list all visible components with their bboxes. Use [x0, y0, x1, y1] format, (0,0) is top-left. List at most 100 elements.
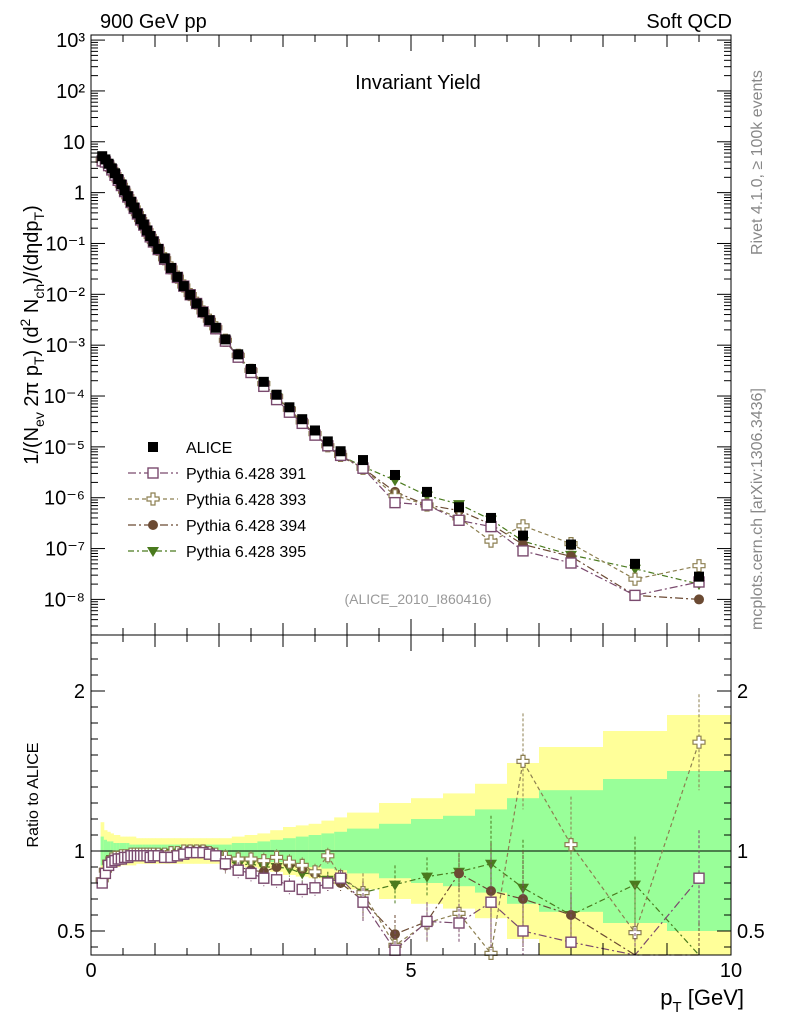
main-point-alice [126, 196, 136, 207]
main-point-alice [142, 225, 152, 236]
ratio-point-pythia-6-428-391 [693, 872, 705, 884]
main-y-tick-label: 10³ [56, 30, 85, 52]
main-y-tick-label: 10⁻¹ [46, 233, 86, 255]
main-point-alice [153, 243, 164, 254]
main-y-tick-label: 10⁻⁸ [44, 589, 85, 611]
main-point-pythia-6-428-391 [485, 520, 497, 533]
ratio-point-pythia-6-428-393 [692, 735, 706, 749]
main-point-pythia-6-428-391 [421, 499, 433, 511]
ratio-point-pythia-6-428-391 [296, 883, 308, 896]
main-point-alice [220, 334, 231, 345]
ratio-point-pythia-6-428-391 [565, 936, 577, 948]
x-tick-label: 5 [405, 960, 416, 982]
ratio-point-pythia-6-428-391 [334, 872, 347, 884]
main-point-alice [297, 414, 308, 425]
x-axis-label: pT [GeV] [660, 985, 744, 1016]
main-point-alice [129, 202, 140, 213]
ratio-y-tick-label: 1 [74, 841, 85, 863]
main-point-alice [135, 214, 146, 225]
ratio-point-pythia-6-428-391 [219, 858, 232, 870]
mcplots-label: mcplots.cern.ch [arXiv:1306.3436] [749, 388, 766, 630]
ratio-axes: 0.5 0.5 1 1 2 2 0 5 10 [57, 635, 765, 982]
x-tick-label: 0 [85, 960, 96, 982]
main-point-alice [454, 502, 464, 513]
ratio-point-pythia-6-428-391 [517, 925, 529, 937]
main-point-alice [322, 436, 333, 447]
main-point-pythia-6-428-394 [694, 594, 704, 605]
main-point-pythia-6-428-393 [484, 534, 498, 548]
ratio-point-pythia-6-428-393 [516, 754, 530, 768]
main-point-alice [210, 322, 221, 333]
main-point-alice [246, 363, 256, 374]
main-point-alice [198, 306, 208, 317]
main-axes: 10⁻⁸ 10⁻⁷ 10⁻⁶ 10⁻⁵ 10⁻⁴ 10⁻³ 10⁻² 10⁻¹ 1 10 10² 10… [44, 30, 732, 636]
main-point-alice [390, 469, 400, 480]
ratio-point-pythia-6-428-391 [245, 867, 257, 880]
main-y-axis-label: 1/(Nev 2π pT) (d2 Nch)/(dηdpT) [17, 205, 47, 465]
header-right: Soft QCD [646, 11, 732, 33]
main-point-alice [284, 402, 295, 413]
ratio-point-pythia-6-428-391 [96, 877, 108, 889]
ratio-point-pythia-6-428-393 [321, 849, 335, 863]
ratio-y-tick-label: 0.5 [57, 921, 85, 943]
ratio-y-tick-label-right: 1 [737, 841, 748, 863]
main-point-alice [148, 236, 159, 247]
ratio-y-tick-label-right: 2 [737, 681, 748, 703]
main-y-tick-label: 10 [63, 132, 85, 154]
legend-marker-alice [148, 442, 158, 452]
analysis-watermark: (ALICE_2010_I860416) [344, 591, 491, 607]
ratio-point-pythia-6-428-394 [454, 868, 464, 879]
main-y-tick-label: 1 [74, 183, 85, 205]
ratio-series-group [95, 694, 706, 960]
main-y-tick-label: 10⁻⁴ [44, 386, 85, 408]
ratio-y-tick-label-right: 0.5 [737, 921, 765, 943]
main-point-alice [119, 185, 130, 196]
main-point-pythia-6-428-393 [516, 519, 530, 533]
main-point-alice [132, 208, 143, 219]
ratio-point-pythia-6-428-393 [270, 850, 284, 864]
legend-marker-pythia-6-428-393 [146, 492, 160, 506]
main-point-alice [310, 425, 320, 436]
main-point-alice [566, 539, 576, 550]
legend-label: Pythia 6.428 393 [186, 492, 306, 509]
main-point-alice [422, 486, 432, 497]
main-point-alice [486, 512, 496, 523]
ratio-point-pythia-6-428-393 [282, 855, 296, 869]
ratio-y-tick-label: 2 [74, 681, 85, 703]
ratio-point-pythia-6-428-391 [283, 880, 296, 892]
ratio-point-pythia-6-428-393 [564, 838, 578, 852]
main-y-tick-label: 10⁻⁷ [45, 539, 85, 561]
main-point-alice [204, 315, 215, 326]
main-point-alice [145, 231, 156, 242]
main-point-pythia-6-428-391 [453, 514, 465, 526]
ratio-point-pythia-6-428-395 [421, 872, 433, 883]
ratio-point-pythia-6-428-391 [322, 877, 334, 889]
main-point-pythia-6-428-391 [629, 589, 641, 602]
main-point-alice [258, 376, 269, 387]
main-point-alice [172, 271, 183, 282]
ratio-point-pythia-6-428-391 [453, 917, 465, 929]
main-line-pythia-6-428-395 [101, 159, 700, 585]
main-point-alice [122, 191, 133, 202]
main-point-pythia-6-428-393 [692, 559, 706, 573]
main-y-tick-label: 10⁻⁵ [44, 437, 85, 459]
main-y-tick-label: 10⁻³ [46, 335, 86, 357]
ratio-point-pythia-6-428-393 [244, 852, 258, 866]
ratio-point-pythia-6-428-391 [270, 874, 283, 886]
ratio-point-pythia-6-428-393 [295, 858, 309, 872]
main-point-alice [335, 446, 346, 457]
main-line-pythia-6-428-393 [101, 159, 700, 580]
main-point-alice [694, 571, 704, 582]
legend-label: Pythia 6.428 391 [186, 466, 306, 483]
ratio-point-pythia-6-428-391 [357, 896, 369, 908]
main-point-pythia-6-428-391 [565, 557, 577, 569]
ratio-point-pythia-6-428-391 [210, 850, 222, 862]
main-point-alice [271, 389, 282, 400]
ratio-point-pythia-6-428-391 [232, 864, 244, 876]
rivet-version-label: Rivet 4.1.0, ≥ 100k events [749, 70, 766, 255]
ratio-point-pythia-6-428-393 [308, 865, 322, 879]
main-point-alice [630, 558, 640, 569]
main-series-group [95, 151, 706, 605]
main-point-pythia-6-428-393 [628, 572, 642, 586]
